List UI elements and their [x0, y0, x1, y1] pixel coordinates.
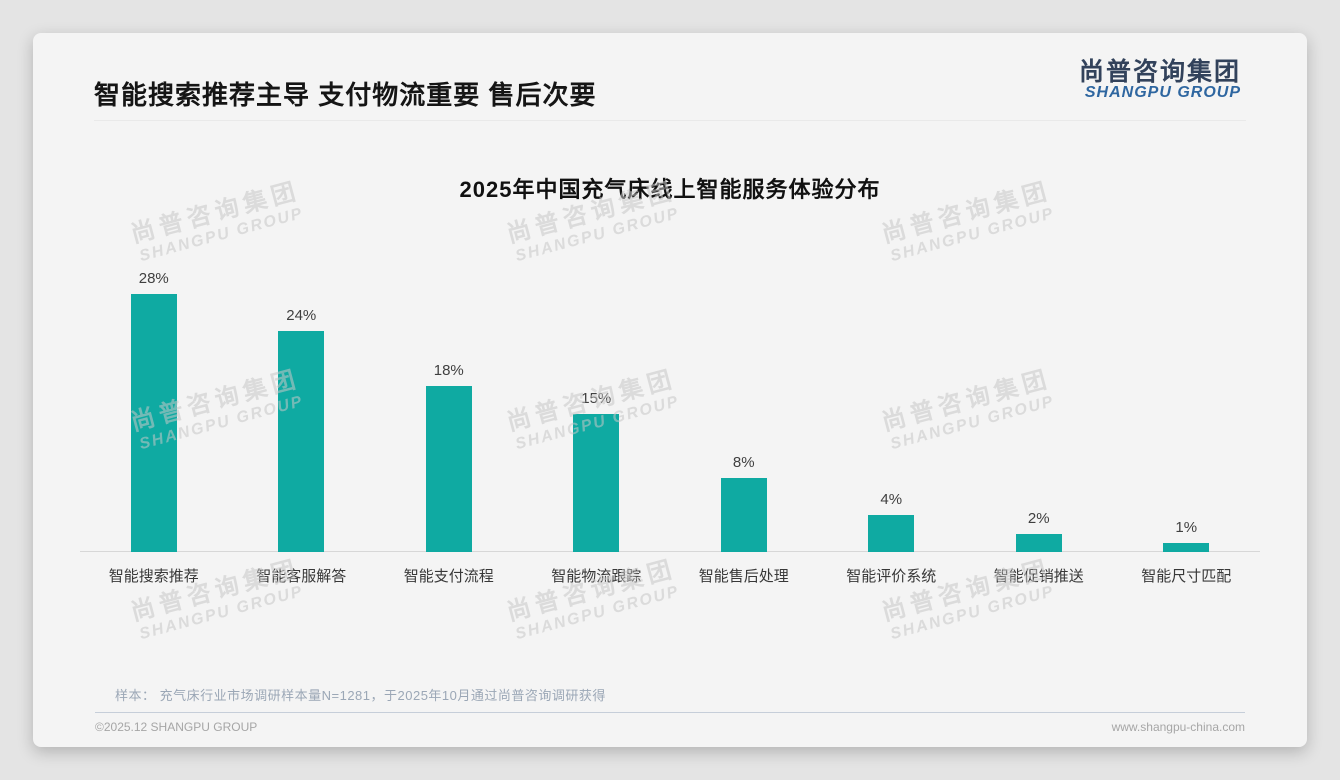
chart-title: 2025年中国充气床线上智能服务体验分布: [459, 177, 881, 202]
bar-category-label: 智能支付流程: [403, 568, 494, 585]
bar-value-label: 4%: [880, 491, 903, 508]
bar: [720, 478, 767, 552]
brand-watermark-en: SHANGPU GROUP: [888, 582, 1057, 643]
bar-value-label: 28%: [138, 270, 169, 287]
bar-chart: 28% 智能搜索推荐 24% 智能客服解答 18% 智能支付流程 15% 智能物流跟踪 8% 智能…: [80, 33, 1261, 585]
bar-category-label: 智能售后处理: [698, 568, 789, 585]
bar: [1163, 543, 1210, 552]
bar-column: 1% 智能尺寸匹配: [1113, 33, 1261, 585]
bar-category-label: 智能客服解答: [256, 568, 347, 585]
bar: [425, 386, 472, 552]
bar-category-label: 智能物流跟踪: [551, 568, 642, 585]
bar-column: 18% 智能支付流程: [375, 33, 523, 585]
brand-logo: 尚普咨询集团 SHANGPU GROUP: [1079, 59, 1241, 102]
footer-row: ©2025.12 SHANGPU GROUP www.shangpu-china…: [95, 720, 1245, 734]
brand-logo-en: SHANGPU GROUP: [1084, 84, 1241, 102]
bar: [278, 331, 325, 552]
bar-column: 8% 智能售后处理: [670, 33, 818, 585]
bar: [130, 294, 177, 552]
bar-column: 2% 智能促销推送: [965, 33, 1113, 585]
bar-column: 15% 智能物流跟踪: [523, 33, 671, 585]
bar-value-label: 15%: [581, 390, 612, 407]
brand-watermark-en: SHANGPU GROUP: [137, 582, 306, 643]
bar-category-label: 智能促销推送: [993, 568, 1084, 585]
page-title: 智能搜索推荐主导 支付物流重要 售后次要: [94, 80, 597, 110]
brand-watermark-en: SHANGPU GROUP: [513, 582, 682, 643]
copyright-text: ©2025.12 SHANGPU GROUP: [95, 720, 258, 734]
bar-value-label: 18%: [433, 362, 464, 379]
bar-value-label: 1%: [1175, 519, 1198, 536]
bar-column: 28% 智能搜索推荐: [80, 33, 228, 585]
bar-category-label: 智能尺寸匹配: [1141, 568, 1232, 585]
bar: [868, 515, 915, 552]
bar: [573, 414, 620, 552]
website-url: www.shangpu-china.com: [1111, 720, 1245, 734]
bar-value-label: 8%: [732, 454, 755, 471]
bar-category-label: 智能评价系统: [846, 568, 937, 585]
bar-category-label: 智能搜索推荐: [108, 568, 199, 585]
x-axis-line: [80, 551, 1260, 552]
slide-card: 智能搜索推荐主导 支付物流重要 售后次要 尚普咨询集团 SHANGPU GROU…: [33, 33, 1307, 747]
sample-note: 样本： 充气床行业市场调研样本量N=1281，于2025年10月通过尚普咨询调研…: [115, 688, 606, 703]
footer-divider: [95, 712, 1245, 713]
bar-column: 4% 智能评价系统: [818, 33, 966, 585]
bar: [1015, 534, 1062, 552]
title-divider: [94, 120, 1246, 121]
bar-value-label: 24%: [286, 307, 317, 324]
brand-logo-cn: 尚普咨询集团: [1078, 58, 1241, 86]
bar-column: 24% 智能客服解答: [228, 33, 376, 585]
bar-value-label: 2%: [1027, 510, 1050, 527]
